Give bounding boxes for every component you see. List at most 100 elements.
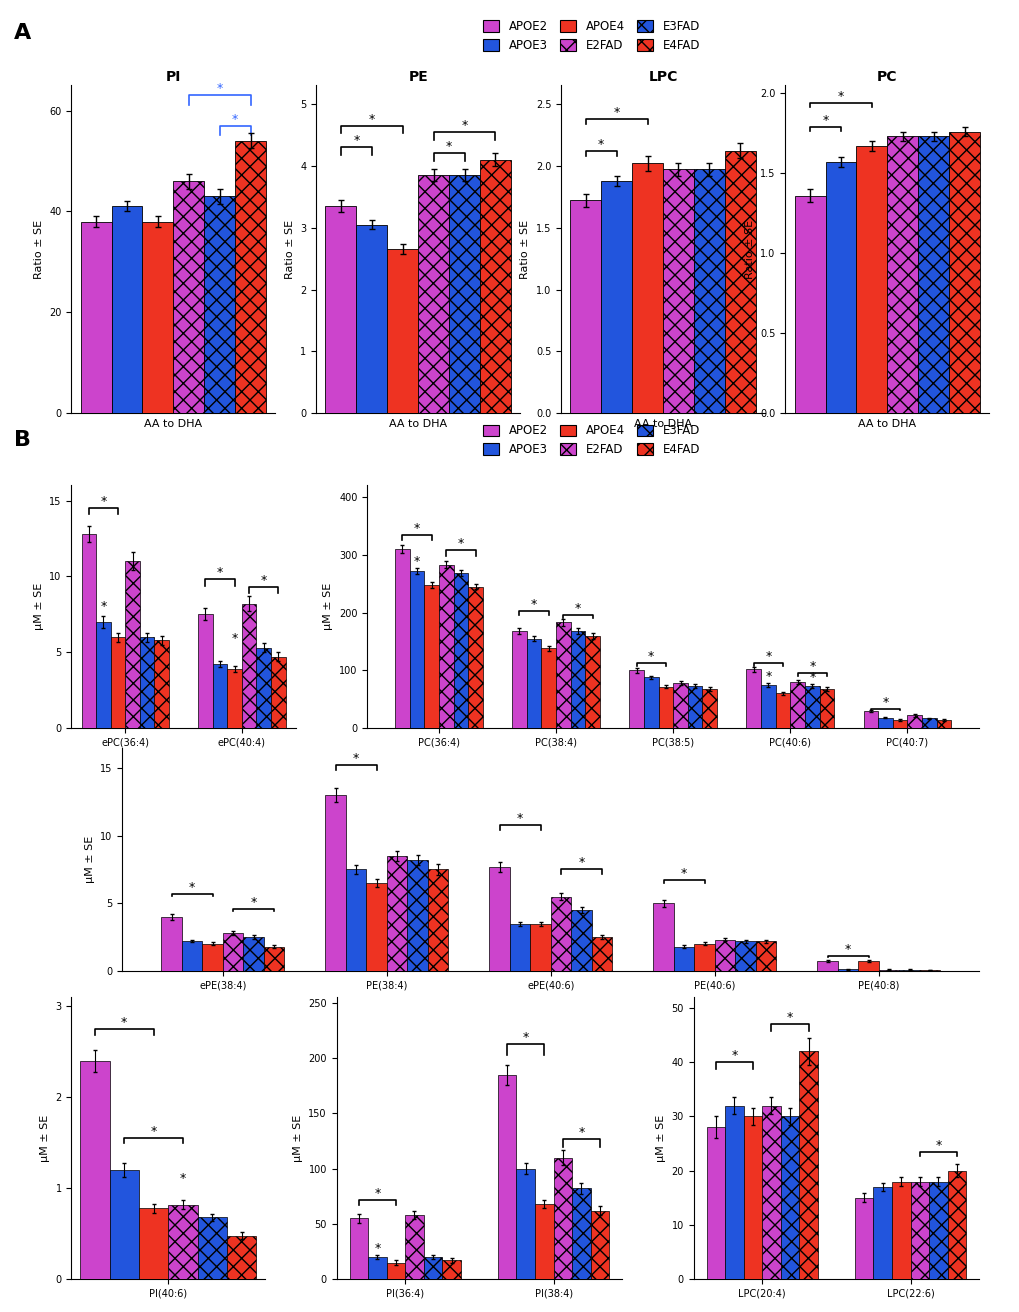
Bar bbox=[109, 1170, 139, 1279]
Bar bbox=[140, 638, 154, 728]
Bar bbox=[497, 1075, 516, 1279]
Bar bbox=[125, 562, 140, 728]
Text: *: * bbox=[353, 752, 359, 765]
Bar bbox=[877, 718, 892, 728]
Bar bbox=[899, 970, 919, 971]
Text: A: A bbox=[14, 22, 32, 43]
Bar bbox=[949, 131, 979, 413]
Bar bbox=[423, 1257, 442, 1279]
Bar bbox=[427, 870, 448, 971]
Text: *: * bbox=[189, 880, 195, 893]
Bar bbox=[368, 1257, 386, 1279]
Bar bbox=[489, 867, 510, 971]
Bar bbox=[553, 1157, 572, 1279]
Bar bbox=[735, 941, 755, 971]
Text: *: * bbox=[681, 867, 687, 880]
Bar bbox=[706, 1127, 725, 1279]
Y-axis label: μM ± SE: μM ± SE bbox=[323, 583, 333, 631]
Bar bbox=[424, 585, 438, 728]
Bar bbox=[774, 694, 790, 728]
Bar bbox=[917, 136, 949, 413]
Text: *: * bbox=[844, 943, 850, 956]
Bar bbox=[725, 1106, 743, 1279]
Text: *: * bbox=[216, 83, 223, 96]
Text: *: * bbox=[217, 567, 223, 580]
Bar bbox=[856, 146, 887, 413]
Bar bbox=[907, 715, 921, 728]
Bar bbox=[394, 548, 410, 728]
Text: *: * bbox=[808, 660, 814, 673]
Text: *: * bbox=[881, 697, 888, 708]
Bar bbox=[928, 1182, 947, 1279]
Legend: APOE2, APOE3, APOE4, E2FAD, E3FAD, E4FAD: APOE2, APOE3, APOE4, E2FAD, E3FAD, E4FAD bbox=[482, 20, 700, 52]
Title: PC: PC bbox=[876, 70, 897, 84]
Y-axis label: μM ± SE: μM ± SE bbox=[655, 1114, 665, 1162]
Bar bbox=[81, 1061, 109, 1279]
Bar bbox=[743, 1117, 761, 1279]
Bar bbox=[746, 669, 760, 728]
Bar bbox=[256, 648, 271, 728]
Text: *: * bbox=[445, 140, 451, 154]
Bar bbox=[714, 939, 735, 971]
Bar bbox=[854, 1198, 872, 1279]
Bar bbox=[658, 686, 673, 728]
Bar bbox=[629, 670, 643, 728]
Text: *: * bbox=[353, 134, 359, 147]
Text: *: * bbox=[461, 118, 468, 131]
Bar bbox=[702, 689, 716, 728]
Text: *: * bbox=[934, 1139, 941, 1152]
Bar bbox=[652, 903, 674, 971]
Bar bbox=[442, 1261, 461, 1279]
Text: *: * bbox=[647, 651, 654, 664]
Bar bbox=[512, 631, 526, 728]
Title: PI: PI bbox=[165, 70, 181, 84]
X-axis label: AA to DHA: AA to DHA bbox=[389, 419, 446, 429]
Bar bbox=[572, 1189, 590, 1279]
Bar bbox=[662, 169, 693, 413]
Bar bbox=[837, 970, 857, 971]
Text: *: * bbox=[786, 1012, 793, 1025]
Bar bbox=[204, 197, 235, 413]
Bar bbox=[755, 941, 775, 971]
Text: *: * bbox=[100, 495, 106, 508]
Title: LPC: LPC bbox=[648, 70, 677, 84]
Bar bbox=[780, 1117, 799, 1279]
Bar bbox=[857, 960, 878, 971]
Y-axis label: μM ± SE: μM ± SE bbox=[85, 836, 95, 883]
Bar bbox=[799, 1051, 817, 1279]
Text: *: * bbox=[151, 1126, 157, 1138]
X-axis label: AA to DHA: AA to DHA bbox=[858, 419, 915, 429]
Bar bbox=[96, 622, 111, 728]
Bar bbox=[790, 682, 804, 728]
Bar bbox=[325, 795, 345, 971]
Bar bbox=[161, 917, 181, 971]
Bar bbox=[264, 946, 284, 971]
Bar bbox=[235, 140, 266, 413]
Text: *: * bbox=[764, 651, 770, 664]
Text: *: * bbox=[578, 1126, 584, 1139]
Text: *: * bbox=[578, 857, 584, 870]
Bar bbox=[410, 571, 424, 728]
Bar bbox=[947, 1170, 965, 1279]
Text: *: * bbox=[612, 106, 620, 118]
Text: *: * bbox=[100, 600, 106, 613]
Text: *: * bbox=[368, 113, 375, 126]
Text: *: * bbox=[575, 602, 581, 615]
Bar bbox=[143, 222, 173, 413]
Text: *: * bbox=[374, 1242, 380, 1254]
Bar bbox=[892, 1182, 910, 1279]
Bar bbox=[694, 943, 714, 971]
Bar bbox=[82, 534, 96, 728]
Bar bbox=[242, 604, 256, 728]
Bar bbox=[181, 941, 202, 971]
Text: *: * bbox=[531, 598, 537, 611]
Y-axis label: Ratio ± SE: Ratio ± SE bbox=[520, 219, 530, 279]
Bar bbox=[366, 883, 386, 971]
Bar bbox=[921, 719, 935, 728]
Text: *: * bbox=[517, 812, 523, 825]
Text: *: * bbox=[837, 91, 844, 102]
Title: PE: PE bbox=[408, 70, 428, 84]
Bar bbox=[213, 664, 227, 728]
Bar bbox=[154, 640, 169, 728]
Bar bbox=[590, 1211, 608, 1279]
